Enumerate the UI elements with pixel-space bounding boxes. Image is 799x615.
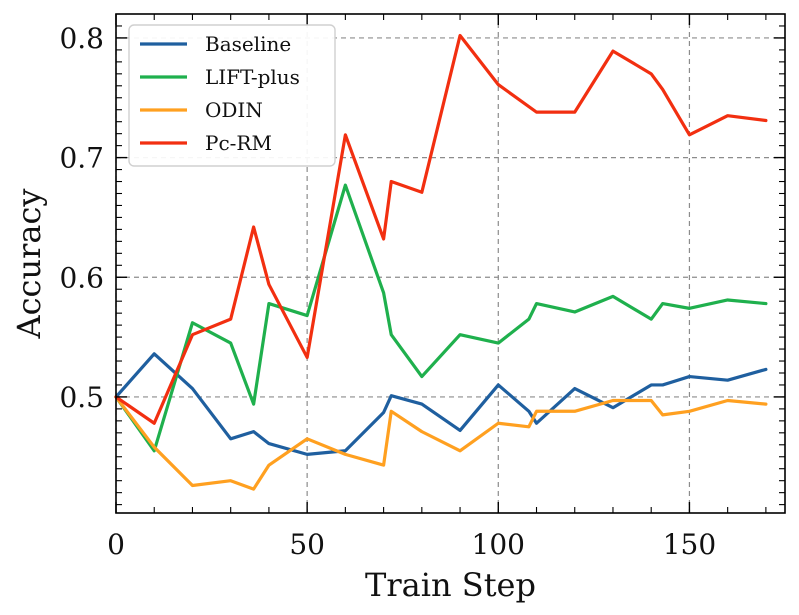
x-tick-label: 50 [289,528,325,561]
legend-label-lift-plus: LIFT-plus [205,65,300,89]
legend-label-pc-rm: Pc-RM [205,131,272,155]
legend-box [128,24,336,167]
y-tick-label: 0.5 [59,381,104,414]
series-line-lift-plus [114,183,768,453]
y-tick-label: 0.7 [59,142,104,175]
series-line-baseline [114,352,768,456]
plot-frame [115,13,786,514]
series-line-odin [114,395,768,491]
x-tick-label: 0 [107,528,125,561]
x-tick-label: 100 [472,528,525,561]
y-tick-label: 0.8 [59,22,104,55]
y-tick-label: 0.6 [59,261,104,294]
label-layer: 0 50 100 150 0.5 0.6 0.7 0.8 [59,22,716,561]
series-layer [114,33,768,491]
legend-label-baseline: Baseline [205,32,291,56]
x-tick-label: 150 [663,528,716,561]
x-axis-title: Train Step [365,566,536,604]
legend: Baseline LIFT-plus ODIN Pc-RM [128,24,336,167]
y-axis-title: Accuracy [10,189,48,340]
tick-layer [115,14,785,513]
series-line-pc-rm [114,33,768,425]
legend-label-odin: ODIN [205,98,263,122]
